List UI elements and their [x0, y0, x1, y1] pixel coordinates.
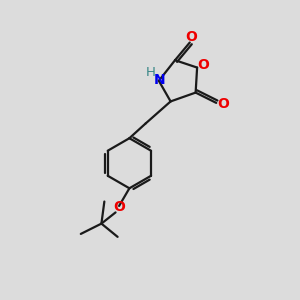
Text: H: H — [146, 66, 155, 79]
Text: O: O — [185, 30, 197, 44]
Text: O: O — [198, 58, 209, 72]
Text: N: N — [154, 73, 165, 87]
Text: O: O — [218, 98, 230, 111]
Text: O: O — [114, 200, 126, 214]
